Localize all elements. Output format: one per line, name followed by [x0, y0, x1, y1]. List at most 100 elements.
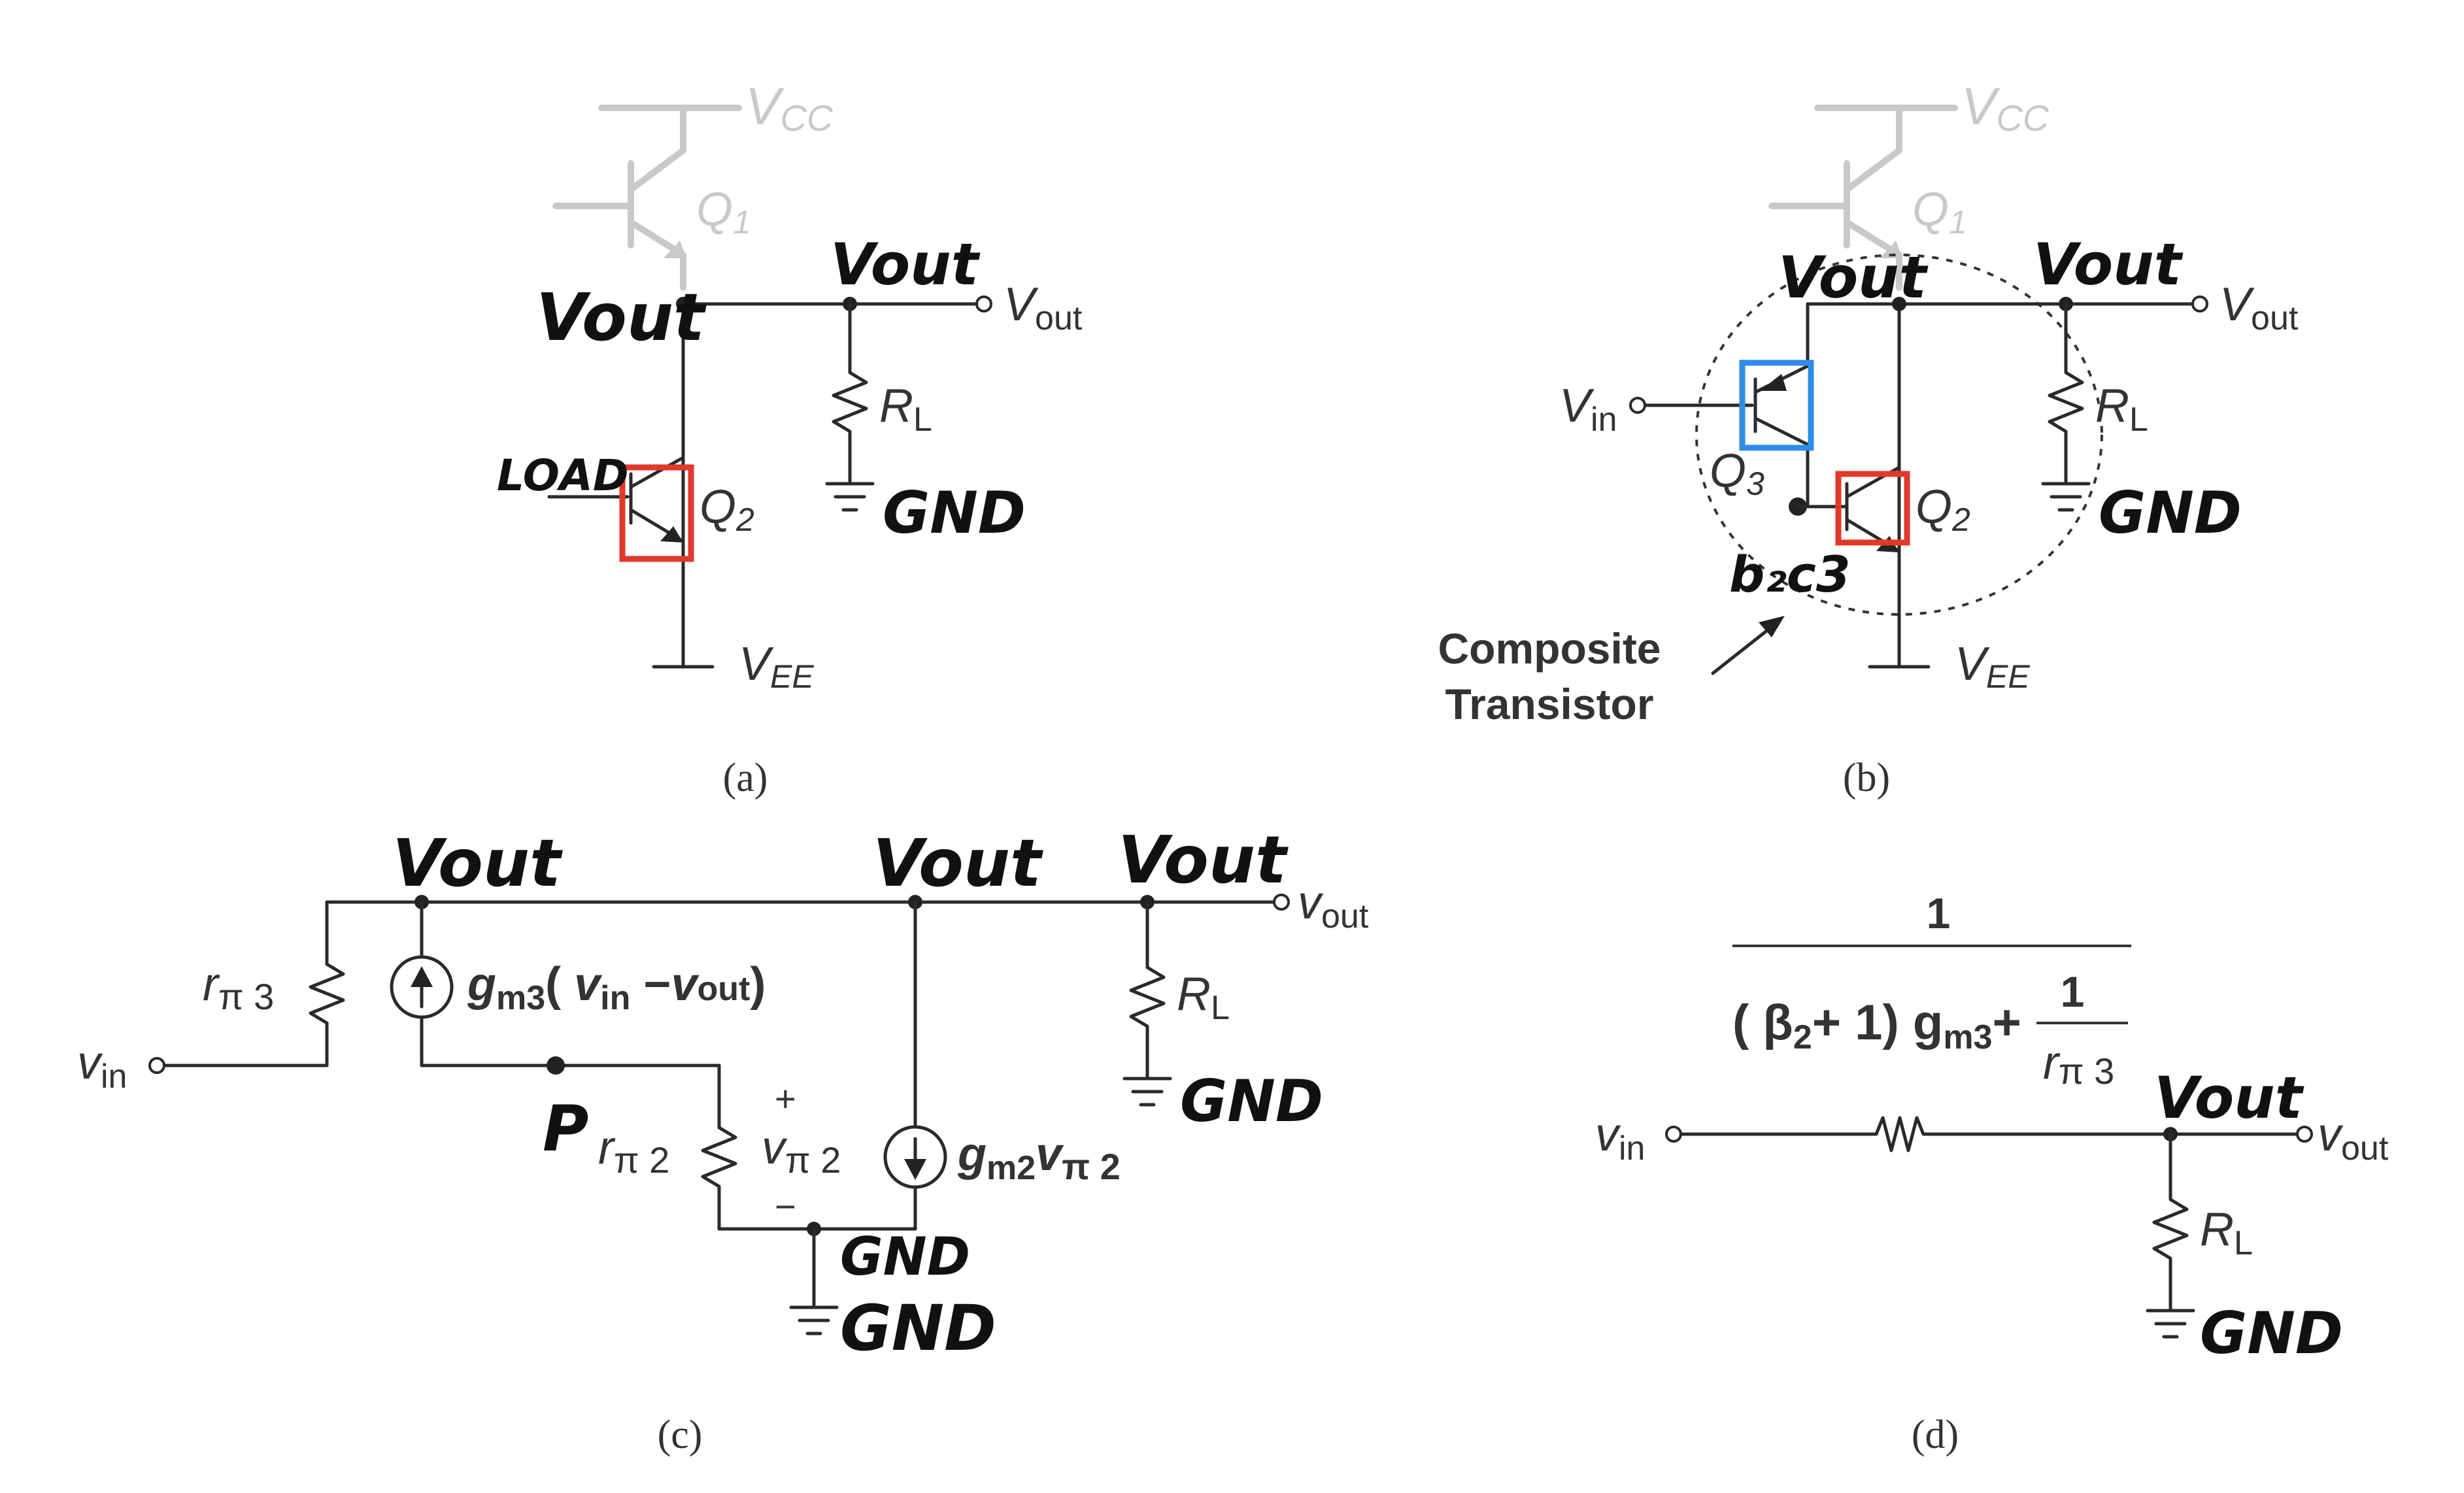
rl-label-c: R — [1177, 968, 1211, 1020]
vout-sub-c: out — [1321, 897, 1369, 935]
ghost-emitter-arrow-icon — [664, 241, 686, 258]
svg-text:RL: RL — [2095, 380, 2148, 439]
hand-vout-mid: Vout — [830, 231, 981, 298]
resistor-rl-d — [2146, 1132, 2195, 1339]
vin-sub-c: in — [101, 1058, 127, 1096]
hand-vout-c3: Vout — [1118, 822, 1289, 898]
resistor-rpi3 — [148, 900, 345, 1074]
svg-text:vπ 2: vπ 2 — [762, 1122, 841, 1181]
vin-label-d: v — [1595, 1109, 1621, 1161]
q3-sub: 3 — [1746, 465, 1764, 502]
svg-text:VCC: VCC — [1961, 77, 2050, 139]
equivalent-resistor — [1679, 1116, 2172, 1152]
vee-sub-b: EE — [1986, 658, 2030, 695]
transistor-q3 — [1629, 360, 1814, 509]
gm3-open: ( — [545, 958, 574, 1011]
svg-text:VEE: VEE — [1955, 638, 2030, 695]
gm3-arrow-up-icon — [411, 966, 433, 987]
panel-b: VCC Q1 — [1438, 77, 2298, 800]
gm2-arrow-down-icon — [904, 1159, 926, 1180]
svg-text:rπ 3: rπ 3 — [2043, 1037, 2114, 1092]
inner-numerator: 1 — [2061, 967, 2085, 1016]
gm2-g: g — [957, 1128, 987, 1181]
rpi2-label: r — [598, 1122, 616, 1174]
gm3-minus: − — [630, 958, 671, 1011]
den-plus: + — [1993, 995, 2021, 1050]
vout-terminal-b — [2191, 295, 2208, 312]
caption-d: (d) — [1912, 1413, 1959, 1457]
q3-label: Q — [1710, 445, 1746, 497]
q2-highlight-box — [619, 464, 694, 562]
svg-text:Q3: Q3 — [1710, 445, 1764, 502]
rl-sub-b: L — [2129, 401, 2148, 439]
vin-terminal-c — [148, 1057, 165, 1074]
rpi3-label: r — [203, 958, 220, 1011]
q2-emitter-arrow-icon — [660, 526, 683, 543]
svg-text:rπ 3: rπ 3 — [203, 958, 274, 1017]
vee-label-b: V — [1955, 638, 1990, 690]
vin-sub-b: in — [1591, 401, 1617, 439]
den-beta-sub: 2 — [1793, 1018, 1812, 1056]
vee-label: V — [739, 638, 774, 690]
composite-label-line2: Transistor — [1445, 680, 1653, 728]
svg-text:RL: RL — [2200, 1203, 2253, 1262]
vout-label-b: V — [2219, 278, 2255, 331]
transistor-q2-b — [1789, 465, 1910, 552]
gm2-expression: gm2vπ 2 — [957, 1128, 1121, 1187]
rl-sub-c: L — [1211, 989, 1230, 1027]
ghost-transistor-q1-b — [1768, 105, 1958, 291]
rl-label-b: R — [2095, 380, 2129, 432]
vout-label: V — [1004, 278, 1039, 331]
resistor-rpi2 — [701, 1064, 917, 1335]
hand-gnd-b: GND — [2099, 479, 2242, 546]
hand-vout-c1: Vout — [392, 825, 563, 901]
gm3-g: g — [467, 958, 496, 1011]
vin-label-b: V — [1559, 380, 1595, 432]
svg-text:Q2: Q2 — [1916, 481, 1970, 538]
inner-den-r: r — [2043, 1037, 2061, 1089]
panel-c: vin vout rπ 3 rπ 2 vπ 2 + − gm3( vin −vo… — [77, 822, 1369, 1457]
q1-sub: 1 — [733, 204, 751, 241]
svg-text:vin: vin — [77, 1037, 127, 1096]
hand-vout-left-b: Vout — [1778, 244, 1929, 311]
svg-text:vout: vout — [2318, 1109, 2389, 1167]
composite-pointer — [1711, 622, 1777, 675]
svg-text:rπ 2: rπ 2 — [598, 1122, 669, 1181]
vpi2-plus: + — [775, 1078, 796, 1119]
rpi3-sub: π 3 — [218, 976, 274, 1017]
panel-d: 1 ( β2+ 1) gm3+ 1 rπ 3 vin vout RL Vout … — [1595, 889, 2389, 1457]
rl-label-d: R — [2200, 1203, 2234, 1256]
hand-gnd: GND — [883, 479, 1026, 546]
gm2-sub: m2 — [987, 1149, 1036, 1187]
q1-label-b: Q — [1912, 184, 1949, 236]
vee-sub: EE — [770, 658, 814, 695]
vcc-label-b: V — [1961, 77, 2000, 135]
hand-b2c3: b₂c3 — [1729, 545, 1851, 603]
den-mid: + 1) g — [1812, 995, 1944, 1050]
hand-vout-d: Vout — [2154, 1064, 2304, 1132]
svg-text:Vin: Vin — [1559, 380, 1617, 439]
gm3-vin: v — [574, 958, 603, 1011]
vout-label-d: v — [2318, 1109, 2344, 1161]
q1-sub-b: 1 — [1949, 204, 1967, 241]
hand-load: LOAD — [497, 450, 629, 501]
svg-text:RL: RL — [1177, 968, 1230, 1027]
q3-highlight-box — [1739, 360, 1814, 451]
hand-vout-mid-b: Vout — [2033, 231, 2184, 298]
hand-vout-c2: Vout — [873, 825, 1043, 901]
current-source-gm2 — [883, 900, 947, 1231]
gm3-vout: v — [671, 958, 700, 1011]
q2-sub-b: 2 — [1951, 501, 1970, 538]
gm3-expression: gm3( vin −vout) — [467, 958, 766, 1017]
vout-sub-b: out — [2251, 299, 2299, 337]
vin-terminal-b — [1629, 397, 1646, 414]
q2-label-b: Q — [1916, 481, 1952, 533]
caption-b: (b) — [1843, 756, 1890, 800]
vout-terminal — [975, 295, 992, 312]
expr-denominator: ( β2+ 1) gm3+ — [1732, 995, 2021, 1056]
q3-emitter-arrow-icon — [1760, 374, 1787, 391]
hand-p: P — [543, 1092, 588, 1166]
gm3-sub: m3 — [496, 979, 545, 1017]
q1-label: Q — [696, 184, 733, 236]
